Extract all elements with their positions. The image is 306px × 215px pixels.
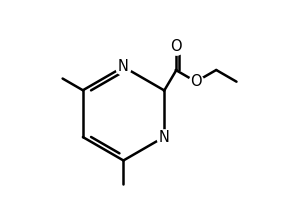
Text: O: O (170, 39, 181, 54)
Text: N: N (118, 59, 129, 74)
Text: O: O (190, 74, 202, 89)
Text: N: N (159, 130, 170, 144)
